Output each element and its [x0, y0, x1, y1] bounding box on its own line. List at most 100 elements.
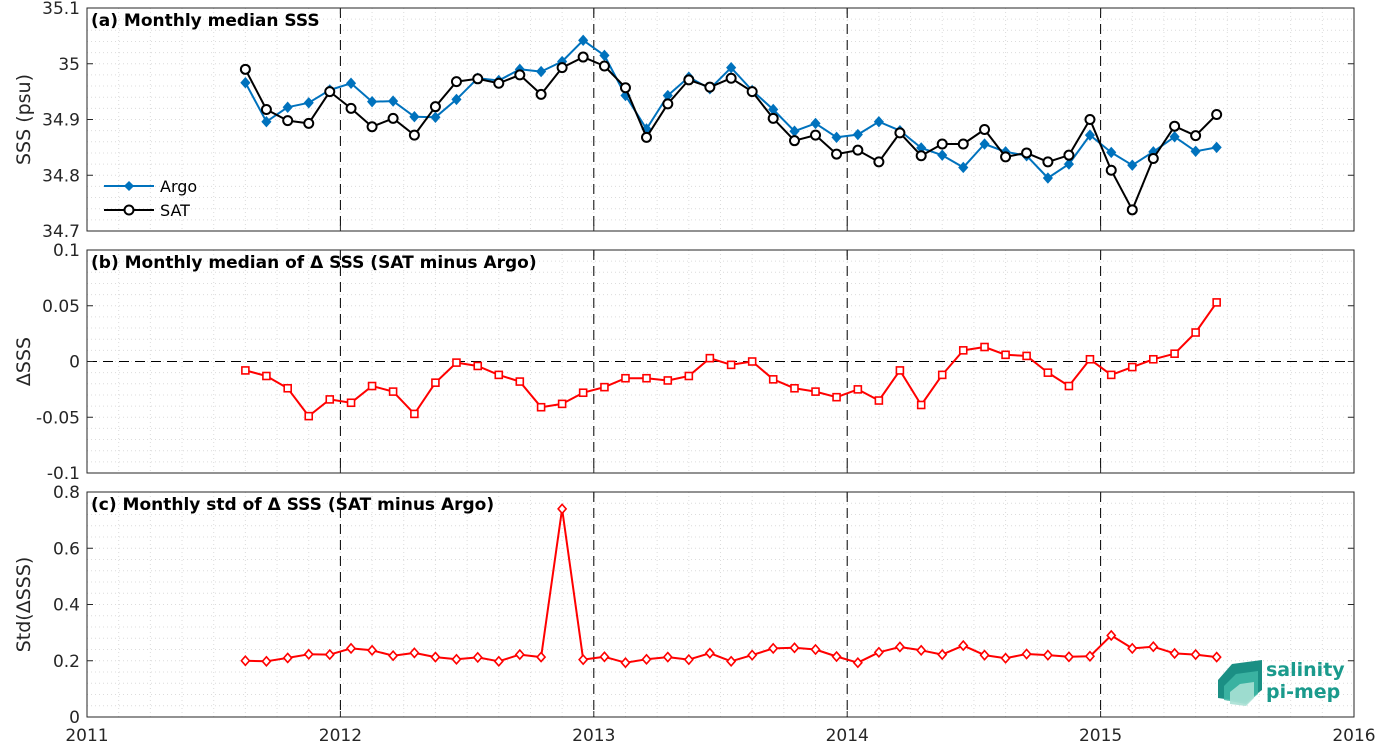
data-point: [957, 138, 969, 150]
data-point: [831, 131, 842, 144]
data-point: [852, 128, 863, 141]
series-delta: [241, 298, 1221, 421]
data-point: [578, 653, 589, 666]
x-tick-label: 2014: [826, 726, 869, 745]
data-point: [1190, 130, 1202, 142]
data-point: [915, 150, 927, 162]
data-point: [600, 382, 609, 392]
y-axis-label: ΔSSS: [13, 337, 35, 386]
data-point: [1021, 648, 1032, 660]
data-point: [895, 366, 905, 375]
data-point: [810, 117, 821, 130]
data-point: [325, 395, 335, 404]
data-point: [408, 129, 420, 141]
data-point: [767, 112, 779, 124]
data-point: [683, 74, 695, 86]
data-point: [747, 357, 757, 366]
data-point: [599, 651, 610, 663]
legend-panel-a: Argo SAT: [104, 177, 197, 220]
data-point: [621, 373, 630, 383]
data-point: [1042, 156, 1054, 168]
data-point: [429, 101, 441, 113]
data-point: [747, 649, 758, 661]
data-point: [916, 644, 927, 657]
data-point: [937, 648, 948, 661]
data-point: [1084, 650, 1096, 662]
data-point: [873, 156, 885, 168]
data-point: [598, 60, 610, 72]
panel-title: (a) Monthly median SSS: [91, 11, 320, 31]
y-tick-label: 0.6: [53, 539, 80, 559]
chart-panels: 34.7 34.8 34.9 35 35.1 SSS (psu) (a) Monthly m…: [13, 0, 1376, 745]
data-point: [726, 655, 737, 668]
data-point: [642, 373, 651, 383]
data-point: [705, 353, 715, 363]
y-axis-label: Std(ΔSSS): [13, 557, 35, 653]
data-point: [578, 388, 588, 398]
data-point: [641, 131, 653, 143]
data-point: [1169, 647, 1180, 660]
data-point: [789, 642, 800, 654]
data-point: [937, 370, 947, 380]
data-point: [366, 121, 378, 133]
data-point: [345, 77, 357, 89]
data-point: [557, 399, 567, 409]
data-point: [1106, 146, 1117, 159]
data-point: [409, 111, 420, 123]
data-point: [1042, 172, 1053, 184]
data-point: [704, 647, 715, 659]
data-point: [894, 127, 906, 139]
data-point: [1064, 381, 1074, 391]
data-point: [832, 392, 841, 402]
y-tick-label: 0.4: [53, 596, 80, 616]
data-point: [1190, 145, 1201, 157]
data-point: [536, 65, 547, 78]
panel-b: -0.1 -0.05 0 0.05 0.1 ΔSSS (b) Monthly median …: [13, 241, 1355, 484]
data-point: [515, 377, 525, 386]
data-point: [367, 381, 377, 391]
data-point: [1191, 328, 1200, 337]
data-point: [663, 376, 673, 385]
data-point: [1169, 131, 1180, 143]
data-point: [410, 409, 419, 419]
data-point: [262, 371, 271, 381]
data-point: [388, 649, 399, 662]
data-point: [261, 116, 272, 128]
x-tick-label: 2011: [65, 726, 108, 745]
data-point: [1063, 651, 1075, 663]
data-point: [768, 375, 778, 384]
data-point: [810, 129, 822, 141]
data-point: [1085, 354, 1095, 364]
data-point: [810, 643, 821, 656]
data-point: [240, 655, 251, 667]
data-point: [873, 116, 884, 128]
data-point: [430, 651, 441, 663]
data-point: [493, 77, 505, 89]
data-point: [1063, 158, 1075, 170]
series-delta: [240, 503, 1222, 669]
y-tick-label: 34.9: [42, 111, 80, 131]
data-point: [1084, 114, 1096, 125]
data-point: [578, 34, 589, 47]
data-point: [958, 161, 969, 174]
data-point: [514, 648, 525, 661]
y-tick-label: 0.8: [53, 483, 80, 503]
data-point: [788, 135, 800, 147]
data-point: [324, 648, 335, 661]
data-point: [535, 88, 547, 100]
data-point: [367, 644, 378, 657]
data-point: [1127, 159, 1138, 171]
salinity-pi-mep-logo: salinity pi-mep: [1218, 659, 1345, 706]
data-point: [536, 402, 546, 412]
data-point: [367, 95, 378, 108]
data-point: [831, 148, 843, 160]
data-point: [726, 360, 736, 370]
data-point: [662, 651, 673, 663]
y-tick-label: 34.7: [42, 222, 80, 242]
y-tick-label: 35.1: [42, 0, 80, 19]
data-point: [831, 650, 842, 663]
legend-argo-marker: [123, 180, 135, 192]
data-point: [958, 346, 968, 355]
x-tick-label: 2012: [319, 726, 362, 745]
data-point: [725, 72, 737, 84]
